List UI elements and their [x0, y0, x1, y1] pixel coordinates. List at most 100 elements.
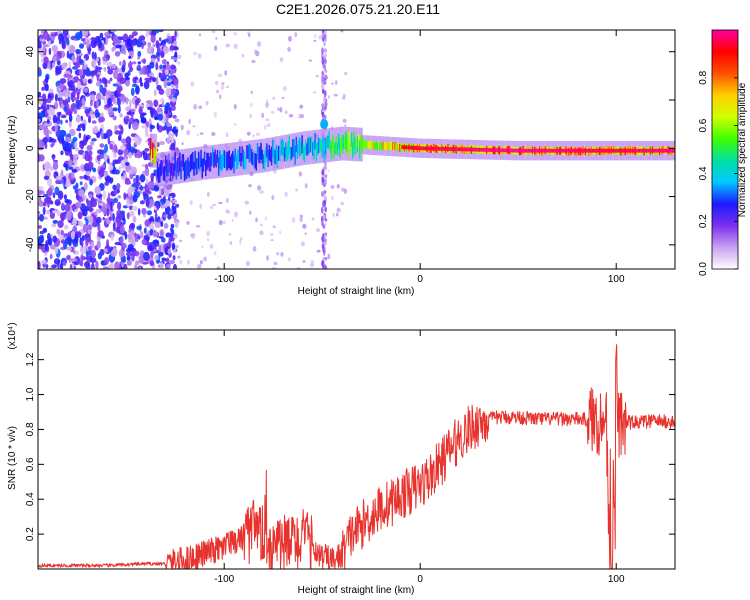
- heatmap-cell: [562, 148, 564, 153]
- heatmap-cell: [56, 120, 61, 125]
- heatmap-cell: [397, 142, 400, 151]
- heatmap-cell: [479, 147, 481, 152]
- heatmap-cell: [580, 148, 582, 153]
- heatmap-cell: [469, 147, 472, 152]
- heatmap-cell: [96, 73, 100, 82]
- heatmap-cell: [120, 125, 124, 135]
- heatmap-cell: [106, 201, 111, 211]
- heatmap-cell: [66, 255, 71, 261]
- heatmap-cell: [120, 44, 126, 55]
- heatmap-cell: [72, 185, 76, 190]
- heatmap-cell: [430, 146, 433, 151]
- heatmap-cell: [212, 203, 216, 206]
- snr-x-ticks: -100 0 100: [214, 330, 625, 585]
- heatmap-cell: [409, 145, 412, 150]
- heatmap-cell: [74, 141, 78, 149]
- heatmap-cell: [417, 146, 420, 151]
- heatmap-cell: [119, 235, 124, 245]
- heatmap-cell: [39, 213, 45, 222]
- heatmap-cell: [381, 142, 383, 151]
- heatmap-cell: [399, 143, 401, 152]
- heatmap-cell: [424, 146, 427, 151]
- heatmap-cell: [370, 141, 373, 149]
- heatmap-cell: [160, 204, 166, 209]
- heatmap-cell: [57, 220, 64, 229]
- heatmap-cell: [158, 140, 166, 146]
- heatmap-cell: [109, 77, 113, 82]
- heatmap-cell: [300, 141, 302, 156]
- heatmap-cell: [181, 142, 184, 146]
- heatmap-cell: [53, 258, 61, 265]
- heatmap-cell: [104, 143, 108, 153]
- heatmap-cell: [127, 187, 132, 197]
- spectrogram-y-label: Frequency (Hz): [7, 116, 18, 185]
- heatmap-cell: [129, 230, 136, 236]
- heatmap-cell: [146, 45, 154, 55]
- heatmap-cell: [70, 258, 78, 262]
- heatmap-cell: [603, 148, 606, 153]
- heatmap-cell: [239, 146, 241, 162]
- heatmap-cell: [222, 220, 227, 225]
- heatmap-cell: [56, 210, 62, 217]
- heatmap-cell: [64, 233, 71, 238]
- heatmap-cell: [299, 137, 301, 157]
- heatmap-cell: [153, 30, 160, 34]
- heatmap-cell: [115, 44, 122, 49]
- heatmap-cell: [140, 117, 147, 124]
- heatmap-cell: [554, 148, 556, 153]
- heatmap-cell: [149, 138, 152, 156]
- heatmap-cell: [324, 30, 327, 35]
- heatmap-cell: [323, 195, 327, 201]
- heatmap-cell: [322, 191, 325, 196]
- heatmap-cell: [68, 75, 73, 79]
- heatmap-cell: [86, 145, 93, 151]
- heatmap-cell: [38, 97, 44, 105]
- heatmap-cell: [586, 148, 588, 153]
- heatmap-cell: [66, 50, 70, 59]
- heatmap-cell: [78, 197, 84, 203]
- heatmap-cell: [125, 97, 129, 105]
- heatmap-cell: [618, 148, 621, 153]
- heatmap-cell: [136, 38, 143, 48]
- heatmap-cell: [626, 148, 628, 153]
- colorbar-label: Normalized spectral amplitude: [737, 82, 748, 217]
- heatmap-cell: [282, 140, 285, 158]
- heatmap-cell: [287, 257, 291, 262]
- heatmap-cell: [289, 146, 292, 162]
- heatmap-cell: [81, 97, 86, 106]
- heatmap-cell: [154, 212, 158, 219]
- heatmap-cell: [321, 168, 325, 176]
- heatmap-cell: [118, 87, 121, 97]
- heatmap-cell: [88, 206, 93, 213]
- heatmap-cell: [133, 250, 140, 257]
- heatmap-cell: [263, 150, 266, 171]
- heatmap-cell: [166, 257, 170, 263]
- heatmap-cell: [112, 222, 116, 230]
- heatmap-cell: [47, 94, 52, 100]
- heatmap-cell: [275, 252, 280, 256]
- heatmap-cell: [167, 248, 172, 255]
- heatmap-cell: [46, 119, 50, 124]
- heatmap-cell: [273, 148, 275, 163]
- heatmap-cell: [333, 93, 338, 97]
- heatmap-cell: [110, 94, 114, 102]
- heatmap-cell: [449, 147, 452, 151]
- heatmap-cell: [407, 145, 409, 150]
- heatmap-cell: [179, 259, 183, 265]
- heatmap-cell: [146, 210, 153, 216]
- heatmap-cell: [137, 208, 141, 216]
- heatmap-cell: [170, 142, 176, 150]
- heatmap-cell: [403, 145, 406, 150]
- heatmap-cell: [421, 146, 423, 151]
- heatmap-cell: [176, 61, 181, 65]
- heatmap-cell: [210, 152, 213, 167]
- heatmap-cell: [128, 169, 132, 175]
- heatmap-cell: [150, 172, 155, 181]
- heatmap-cell: [96, 208, 101, 213]
- heatmap-cell: [567, 148, 569, 153]
- heatmap-cell: [121, 259, 127, 263]
- heatmap-cell: [38, 234, 44, 244]
- heatmap-cell: [141, 207, 147, 215]
- snr-x-tick-label-0: -100: [214, 574, 234, 585]
- heatmap-cell: [250, 148, 253, 164]
